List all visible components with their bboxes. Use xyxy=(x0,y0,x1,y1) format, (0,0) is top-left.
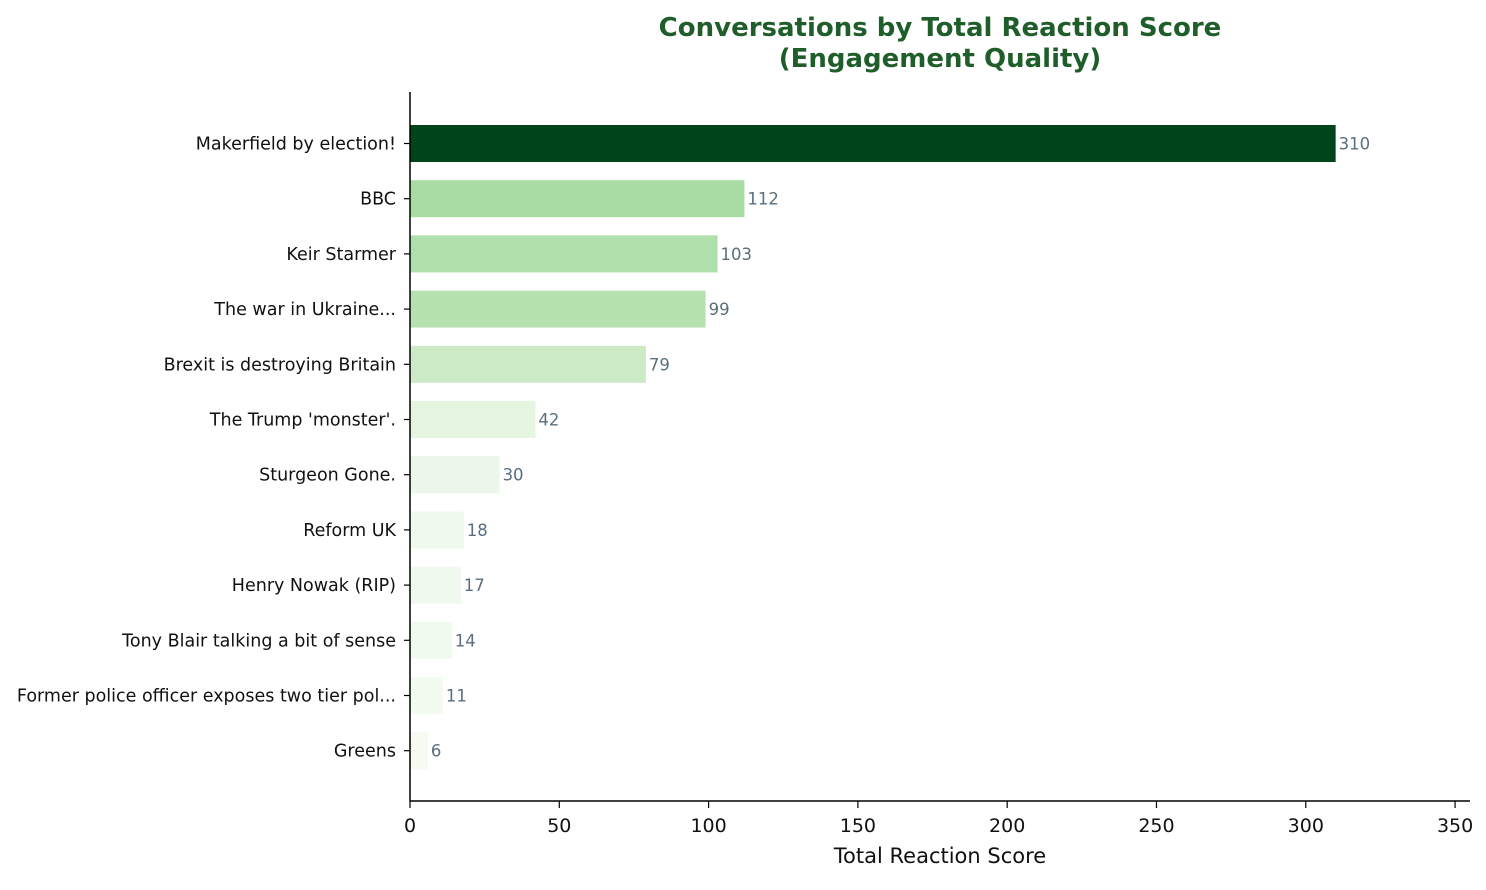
bar-value-label: 14 xyxy=(455,631,476,650)
y-tick-label: Tony Blair talking a bit of sense xyxy=(121,631,396,651)
bar xyxy=(410,566,461,604)
y-tick-label: Henry Nowak (RIP) xyxy=(232,576,396,596)
x-tick-label: 200 xyxy=(989,815,1025,837)
y-tick-label: Greens xyxy=(334,742,396,762)
bar-value-label: 11 xyxy=(446,687,467,706)
bar-value-label: 18 xyxy=(467,521,488,540)
x-tick-label: 100 xyxy=(690,815,726,837)
bar xyxy=(410,180,745,218)
axes-layer: Makerfield by election! BBC Keir Starmer Th… xyxy=(17,92,1473,837)
y-tick-label: The war in Ukraine... xyxy=(213,300,396,320)
bars-layer: 310 112 103 99 79 42 30 18 17 14 11 6 xyxy=(410,125,1371,770)
bar-value-label: 103 xyxy=(721,245,753,264)
chart-title-line-1: Conversations by Total Reaction Score xyxy=(659,13,1222,43)
y-tick-label: Former police officer exposes two tier p… xyxy=(17,687,396,707)
bar xyxy=(410,456,500,494)
bar xyxy=(410,401,536,438)
bar-value-label: 112 xyxy=(747,190,779,209)
x-tick-label: 350 xyxy=(1437,815,1473,837)
y-tick-label: BBC xyxy=(360,190,396,210)
bar xyxy=(410,621,452,659)
y-tick-label: The Trump 'monster'. xyxy=(209,411,396,431)
bar-value-label: 99 xyxy=(709,300,730,319)
bar-value-label: 79 xyxy=(649,355,670,374)
y-tick-label: Sturgeon Gone. xyxy=(259,466,396,486)
x-tick-label: 0 xyxy=(404,815,416,837)
x-tick-label: 300 xyxy=(1288,815,1324,837)
bar xyxy=(410,511,464,549)
bar-value-label: 6 xyxy=(431,742,442,761)
y-tick-label: Makerfield by election! xyxy=(196,135,396,155)
bar xyxy=(410,125,1336,162)
bar xyxy=(410,290,706,328)
y-tick-label: Keir Starmer xyxy=(286,245,396,265)
bar xyxy=(410,677,443,714)
bar xyxy=(410,235,718,273)
x-axis-label: Total Reaction Score xyxy=(833,844,1046,868)
x-tick-label: 50 xyxy=(547,815,571,837)
x-tick-label: 150 xyxy=(840,815,876,837)
bar xyxy=(410,345,646,383)
y-tick-label: Reform UK xyxy=(303,521,396,541)
bar xyxy=(410,732,428,770)
bar-value-label: 310 xyxy=(1339,135,1371,154)
y-tick-label: Brexit is destroying Britain xyxy=(164,355,396,375)
bar-value-label: 30 xyxy=(503,466,524,485)
x-tick-label: 250 xyxy=(1138,815,1174,837)
bar-value-label: 42 xyxy=(538,411,559,430)
bar-value-label: 17 xyxy=(464,576,485,595)
chart-title-line-2: (Engagement Quality) xyxy=(779,44,1102,74)
